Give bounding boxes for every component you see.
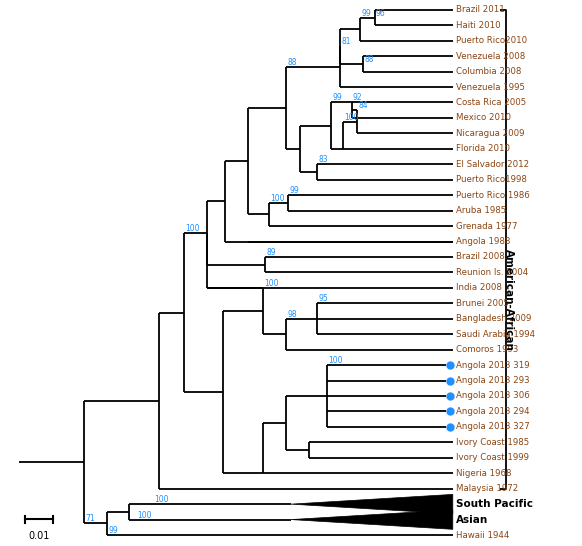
Text: Nicaragua 2009: Nicaragua 2009 <box>456 129 525 138</box>
Text: Brunei 2005: Brunei 2005 <box>456 299 509 308</box>
Text: Angola 1988: Angola 1988 <box>456 237 510 246</box>
Text: 98: 98 <box>288 310 297 319</box>
Text: 96: 96 <box>376 9 386 17</box>
Text: Angola 2013 319: Angola 2013 319 <box>456 360 530 370</box>
Text: 100: 100 <box>344 113 359 122</box>
Text: 95: 95 <box>318 294 328 304</box>
Text: Comoros 1993: Comoros 1993 <box>456 345 519 354</box>
Text: 71: 71 <box>86 514 95 524</box>
Text: 100: 100 <box>155 495 169 504</box>
Text: 99: 99 <box>361 9 371 17</box>
Text: 92: 92 <box>353 93 363 103</box>
Text: 99: 99 <box>108 526 118 535</box>
Text: 83: 83 <box>318 155 328 164</box>
Polygon shape <box>291 494 453 514</box>
Text: 100: 100 <box>137 511 152 520</box>
Text: Bangladesh 2009: Bangladesh 2009 <box>456 314 531 323</box>
Text: Angola 2013 306: Angola 2013 306 <box>456 391 530 401</box>
Text: Haiti 2010: Haiti 2010 <box>456 21 501 29</box>
Text: Puerto Rico2010: Puerto Rico2010 <box>456 36 527 45</box>
Text: 81: 81 <box>341 38 351 46</box>
Text: 99: 99 <box>332 93 342 103</box>
Text: South Pacific: South Pacific <box>456 499 533 509</box>
Text: Puerto Rico 1986: Puerto Rico 1986 <box>456 191 530 200</box>
Text: El Salvador 2012: El Salvador 2012 <box>456 160 530 169</box>
Text: Ivory Coast 1985: Ivory Coast 1985 <box>456 438 530 447</box>
Text: Aruba 1985: Aruba 1985 <box>456 206 506 215</box>
Text: 100: 100 <box>270 194 285 203</box>
Text: 100: 100 <box>264 279 279 288</box>
Text: 84: 84 <box>359 101 368 110</box>
Text: Reunion Is. 2004: Reunion Is. 2004 <box>456 268 528 277</box>
Text: Saudi Arabia 1994: Saudi Arabia 1994 <box>456 330 535 339</box>
Text: 100: 100 <box>328 356 342 365</box>
Text: Mexico 2010: Mexico 2010 <box>456 114 511 122</box>
Text: Venezuela 2008: Venezuela 2008 <box>456 52 526 61</box>
Text: 88: 88 <box>364 55 374 64</box>
Text: Hawaii 1944: Hawaii 1944 <box>456 531 510 539</box>
Text: Asian: Asian <box>456 514 488 525</box>
Text: Malaysia 1972: Malaysia 1972 <box>456 484 519 493</box>
Text: Nigeria 1968: Nigeria 1968 <box>456 468 512 478</box>
Text: Brazil 2011: Brazil 2011 <box>456 5 505 14</box>
Text: Columbia 2008: Columbia 2008 <box>456 67 521 76</box>
Text: Angola 2013 294: Angola 2013 294 <box>456 407 530 416</box>
Text: 99: 99 <box>289 186 299 195</box>
Text: Venezuela 1995: Venezuela 1995 <box>456 82 526 92</box>
Text: 89: 89 <box>266 248 276 257</box>
Text: 88: 88 <box>288 58 297 67</box>
Text: Florida 2010: Florida 2010 <box>456 144 510 153</box>
Text: 100: 100 <box>185 224 200 233</box>
Text: Angola 2013 327: Angola 2013 327 <box>456 423 530 431</box>
Text: Angola 2013 293: Angola 2013 293 <box>456 376 530 385</box>
Polygon shape <box>291 510 453 529</box>
Text: Costa Rica 2005: Costa Rica 2005 <box>456 98 527 107</box>
Text: American-African: American-African <box>504 249 514 351</box>
Text: India 2008: India 2008 <box>456 283 502 292</box>
Text: Brazil 2008: Brazil 2008 <box>456 252 505 262</box>
Text: Puerto Rico1998: Puerto Rico1998 <box>456 175 527 184</box>
Text: Ivory Coast 1999: Ivory Coast 1999 <box>456 453 529 462</box>
Text: Grenada 1977: Grenada 1977 <box>456 222 518 230</box>
Text: 0.01: 0.01 <box>29 531 49 542</box>
